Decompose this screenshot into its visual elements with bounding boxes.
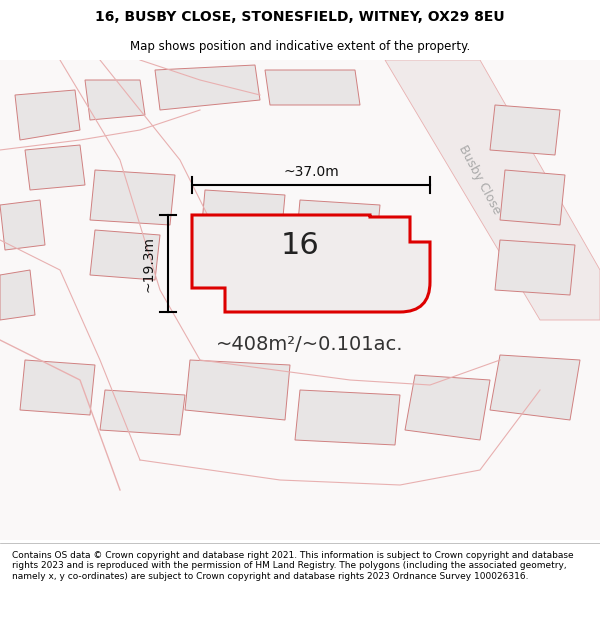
Polygon shape — [265, 70, 360, 105]
Text: Contains OS data © Crown copyright and database right 2021. This information is : Contains OS data © Crown copyright and d… — [12, 551, 574, 581]
Polygon shape — [185, 360, 290, 420]
Polygon shape — [295, 200, 380, 260]
Text: ~408m²/~0.101ac.: ~408m²/~0.101ac. — [216, 336, 404, 354]
Polygon shape — [0, 270, 35, 320]
Polygon shape — [155, 65, 260, 110]
Text: 16, BUSBY CLOSE, STONESFIELD, WITNEY, OX29 8EU: 16, BUSBY CLOSE, STONESFIELD, WITNEY, OX… — [95, 9, 505, 24]
PathPatch shape — [192, 215, 430, 312]
Polygon shape — [200, 190, 285, 250]
Text: Map shows position and indicative extent of the property.: Map shows position and indicative extent… — [130, 40, 470, 52]
Polygon shape — [490, 355, 580, 420]
Text: 16: 16 — [281, 231, 319, 259]
Polygon shape — [490, 105, 560, 155]
Polygon shape — [100, 390, 185, 435]
Polygon shape — [90, 170, 175, 225]
Text: Busby Close: Busby Close — [457, 143, 503, 217]
Text: ~37.0m: ~37.0m — [283, 165, 339, 179]
Polygon shape — [0, 200, 45, 250]
Polygon shape — [15, 90, 80, 140]
Polygon shape — [25, 145, 85, 190]
Polygon shape — [85, 80, 145, 120]
Polygon shape — [500, 170, 565, 225]
Polygon shape — [495, 240, 575, 295]
Polygon shape — [20, 360, 95, 415]
Polygon shape — [295, 390, 400, 445]
Text: ~19.3m: ~19.3m — [142, 236, 156, 291]
Polygon shape — [385, 60, 600, 320]
Polygon shape — [90, 230, 160, 280]
Polygon shape — [405, 375, 490, 440]
